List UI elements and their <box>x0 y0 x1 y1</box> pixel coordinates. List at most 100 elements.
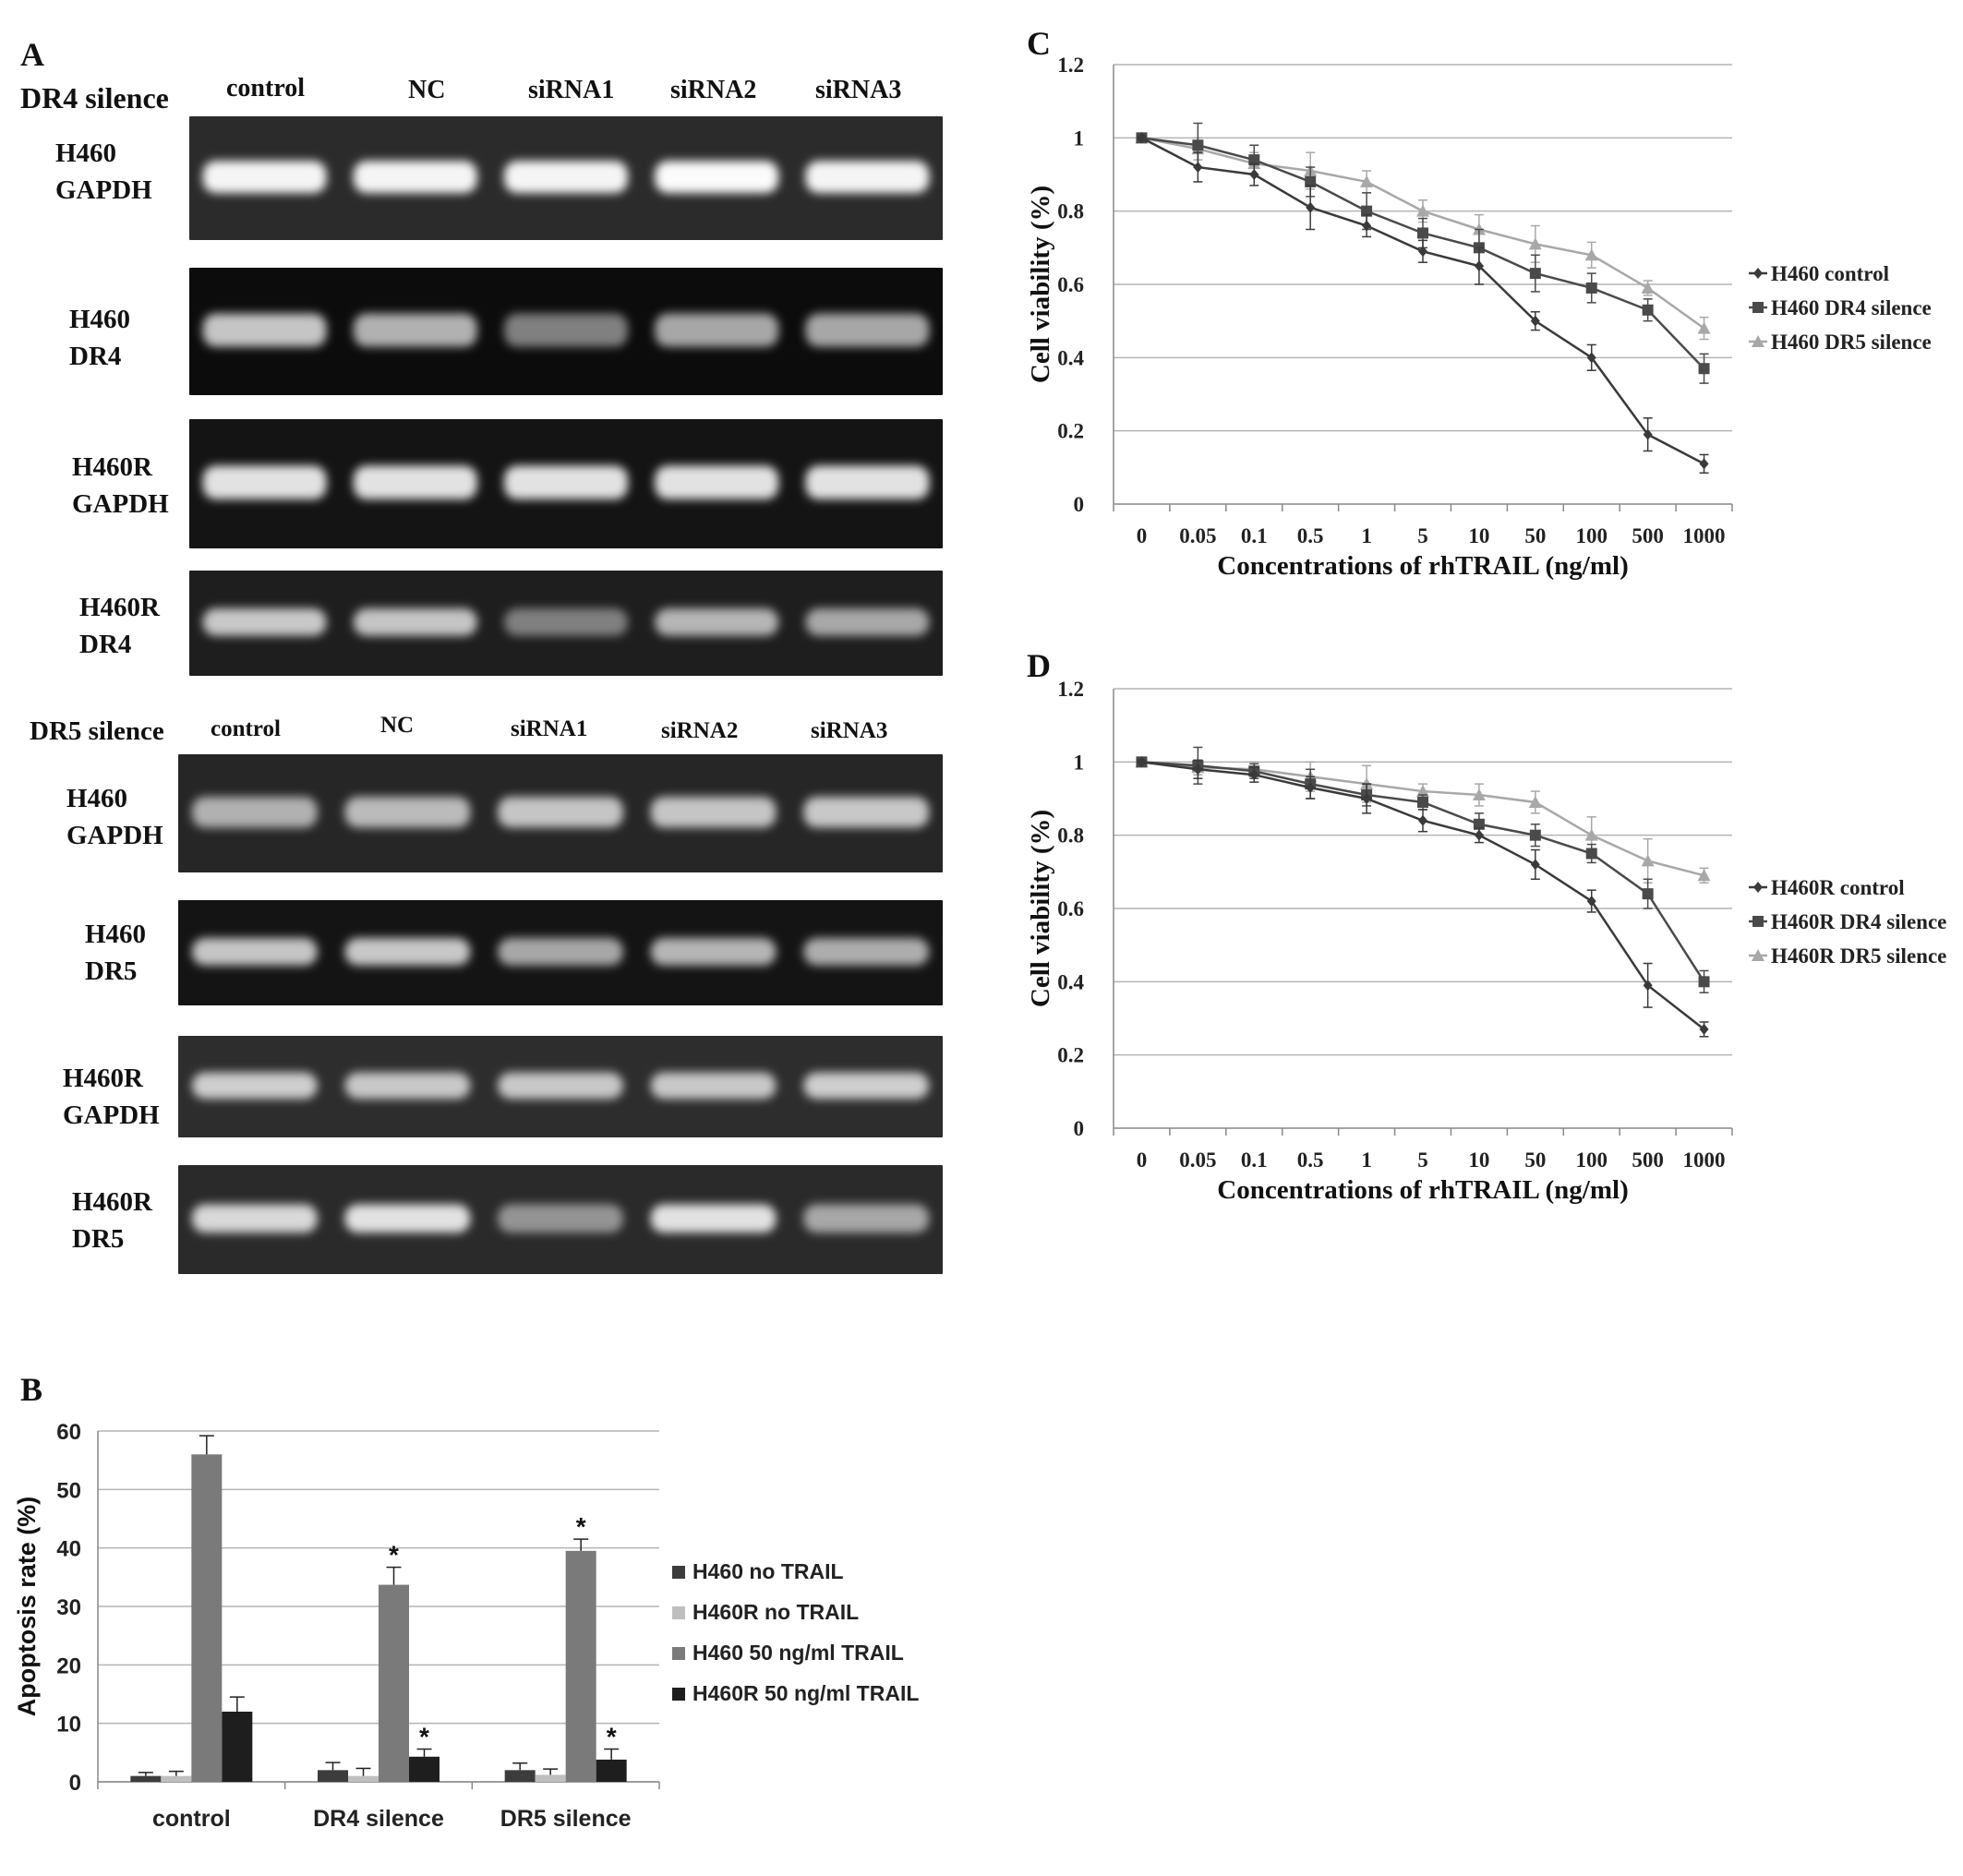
dr5-row3-gene: GAPDH <box>63 1100 160 1130</box>
data-point-marker <box>1529 268 1541 280</box>
dr4-lane-label-control: control <box>226 74 306 102</box>
data-point-marker <box>1248 154 1260 166</box>
apoptosis-bar-chart: 0 10 20 30 40 50 60 Apoptosis rate (%) control DR… <box>13 1420 919 1828</box>
gel-band <box>650 1072 777 1100</box>
legend-label: H460R DR4 silence <box>1771 910 1946 933</box>
y-tick-label: 0.4 <box>1057 970 1084 993</box>
viability-line-chart-h460r: 0 0.2 0.4 0.6 0.8 1 1.2 0 0.05 0.1 0.5 1 5 10 50 100 500… <box>1026 678 1946 1205</box>
x-tick-label: 1 <box>1361 1148 1372 1172</box>
gel-band <box>498 797 623 828</box>
dr4-section-label: DR4 silence <box>20 81 169 114</box>
gel-band <box>805 313 930 347</box>
dr5-row1-cell: H460 <box>66 784 128 813</box>
x-tick-label: 50 <box>1524 1148 1546 1172</box>
gel-band <box>202 465 327 499</box>
dr5-row4-cell: H460R <box>72 1187 152 1217</box>
data-point-marker <box>1473 818 1485 830</box>
bar <box>318 1770 348 1782</box>
significance-star: * <box>607 1723 617 1751</box>
gel-band <box>202 161 327 194</box>
dr5-row2-gene: DR5 <box>85 956 138 986</box>
data-point-marker <box>1699 458 1709 470</box>
dr4-row3-cell: H460R <box>72 452 152 482</box>
data-point-marker <box>1192 139 1204 151</box>
x-tick-label: 50 <box>1524 524 1546 547</box>
gel-image-dr4-h460r-dr4 <box>189 571 943 676</box>
x-tick-label: 5 <box>1417 524 1428 547</box>
significance-star: * <box>389 1541 399 1569</box>
dr5-row1-label: H460 GAPDH <box>66 780 163 854</box>
gel-image-dr4-h460r-gapdh <box>189 419 943 548</box>
gel-band <box>504 608 628 636</box>
gel-image-dr5-h460r-dr5 <box>178 1165 943 1274</box>
data-point-marker <box>1752 302 1764 313</box>
legend-label: H460 no TRAIL <box>692 1559 844 1583</box>
data-point-marker <box>1305 175 1317 187</box>
series-line <box>1140 137 1705 465</box>
significance-star: * <box>419 1723 429 1751</box>
dr5-lane-label-nc: NC <box>380 713 415 738</box>
dr4-row4-label: H460R DR4 <box>79 589 160 663</box>
legend-swatch <box>672 1647 685 1660</box>
gel-image-dr4-h460-dr4 <box>189 268 943 395</box>
y-tick-label: 0.8 <box>1057 200 1084 223</box>
data-point-marker <box>1361 205 1373 217</box>
bar <box>504 1770 536 1782</box>
data-point-marker <box>1584 248 1598 261</box>
x-tick-label: 1000 <box>1683 1148 1726 1172</box>
data-point-marker <box>1752 949 1764 961</box>
x-tick-label: 5 <box>1417 1148 1428 1172</box>
dr5-lane-label-sirna1: siRNA1 <box>511 716 588 741</box>
legend-label: H460 50 ng/ml TRAIL <box>692 1641 904 1665</box>
dr4-row4-cell: H460R <box>79 593 160 622</box>
gel-band <box>353 161 477 194</box>
data-point-marker <box>1418 246 1427 258</box>
dr4-lane-label-sirna1: siRNA1 <box>528 76 615 104</box>
x-tick-label: 10 <box>1468 1148 1489 1172</box>
dr5-row4-gene: DR5 <box>72 1224 125 1254</box>
y-tick-label: 1.2 <box>1057 54 1084 77</box>
dr5-row1-gene: GAPDH <box>66 821 163 850</box>
dr5-lane-label-control: control <box>211 716 281 741</box>
legend-swatch <box>672 1606 685 1619</box>
y-tick-label: 0 <box>1074 493 1085 516</box>
gel-band <box>803 1204 930 1233</box>
y-tick-label: 0.8 <box>1057 824 1084 848</box>
y-axis-label: Cell viability (%) <box>1026 810 1055 1007</box>
data-point-marker <box>1643 428 1653 440</box>
significance-star: * <box>576 1512 586 1541</box>
y-axis-label: Cell viability (%) <box>1026 186 1055 383</box>
data-point-marker <box>1416 785 1429 798</box>
data-point-marker <box>1584 828 1598 841</box>
legend-label: H460R control <box>1771 876 1905 899</box>
data-point-marker <box>1249 769 1259 781</box>
dr4-row1-label: H460 GAPDH <box>55 135 152 209</box>
gel-band <box>655 161 779 194</box>
x-tick-label: 100 <box>1575 524 1608 547</box>
gel-svg <box>191 1204 930 1233</box>
x-tick-label: 100 <box>1575 1148 1608 1172</box>
data-point-marker <box>1586 352 1596 364</box>
y-tick-label: 0.4 <box>1057 346 1084 369</box>
gel-svg <box>191 797 930 828</box>
gel-band <box>650 797 777 828</box>
y-tick-label: 20 <box>56 1654 81 1678</box>
gel-band <box>650 1204 777 1233</box>
gel-svg <box>202 313 930 347</box>
data-point-marker <box>1642 888 1654 900</box>
gel-band <box>805 465 930 499</box>
dr4-row3-label: H460R GAPDH <box>72 449 169 523</box>
data-point-marker <box>1137 756 1147 768</box>
legend-swatch <box>672 1566 685 1579</box>
dr4-row1-gene: GAPDH <box>55 175 152 205</box>
data-point-marker <box>1528 795 1542 808</box>
data-point-marker <box>1360 174 1374 187</box>
x-axis-label: Concentrations of rhTRAIL (ng/ml) <box>1217 551 1628 581</box>
gel-svg <box>202 465 930 499</box>
data-point-marker <box>1585 282 1597 294</box>
gel-band <box>344 797 471 828</box>
dr4-row3-gene: GAPDH <box>72 489 169 519</box>
dr5-row2-label: H460 DR5 <box>85 916 146 990</box>
dr5-row4-label: H460R DR5 <box>72 1184 152 1257</box>
bar <box>222 1712 253 1782</box>
